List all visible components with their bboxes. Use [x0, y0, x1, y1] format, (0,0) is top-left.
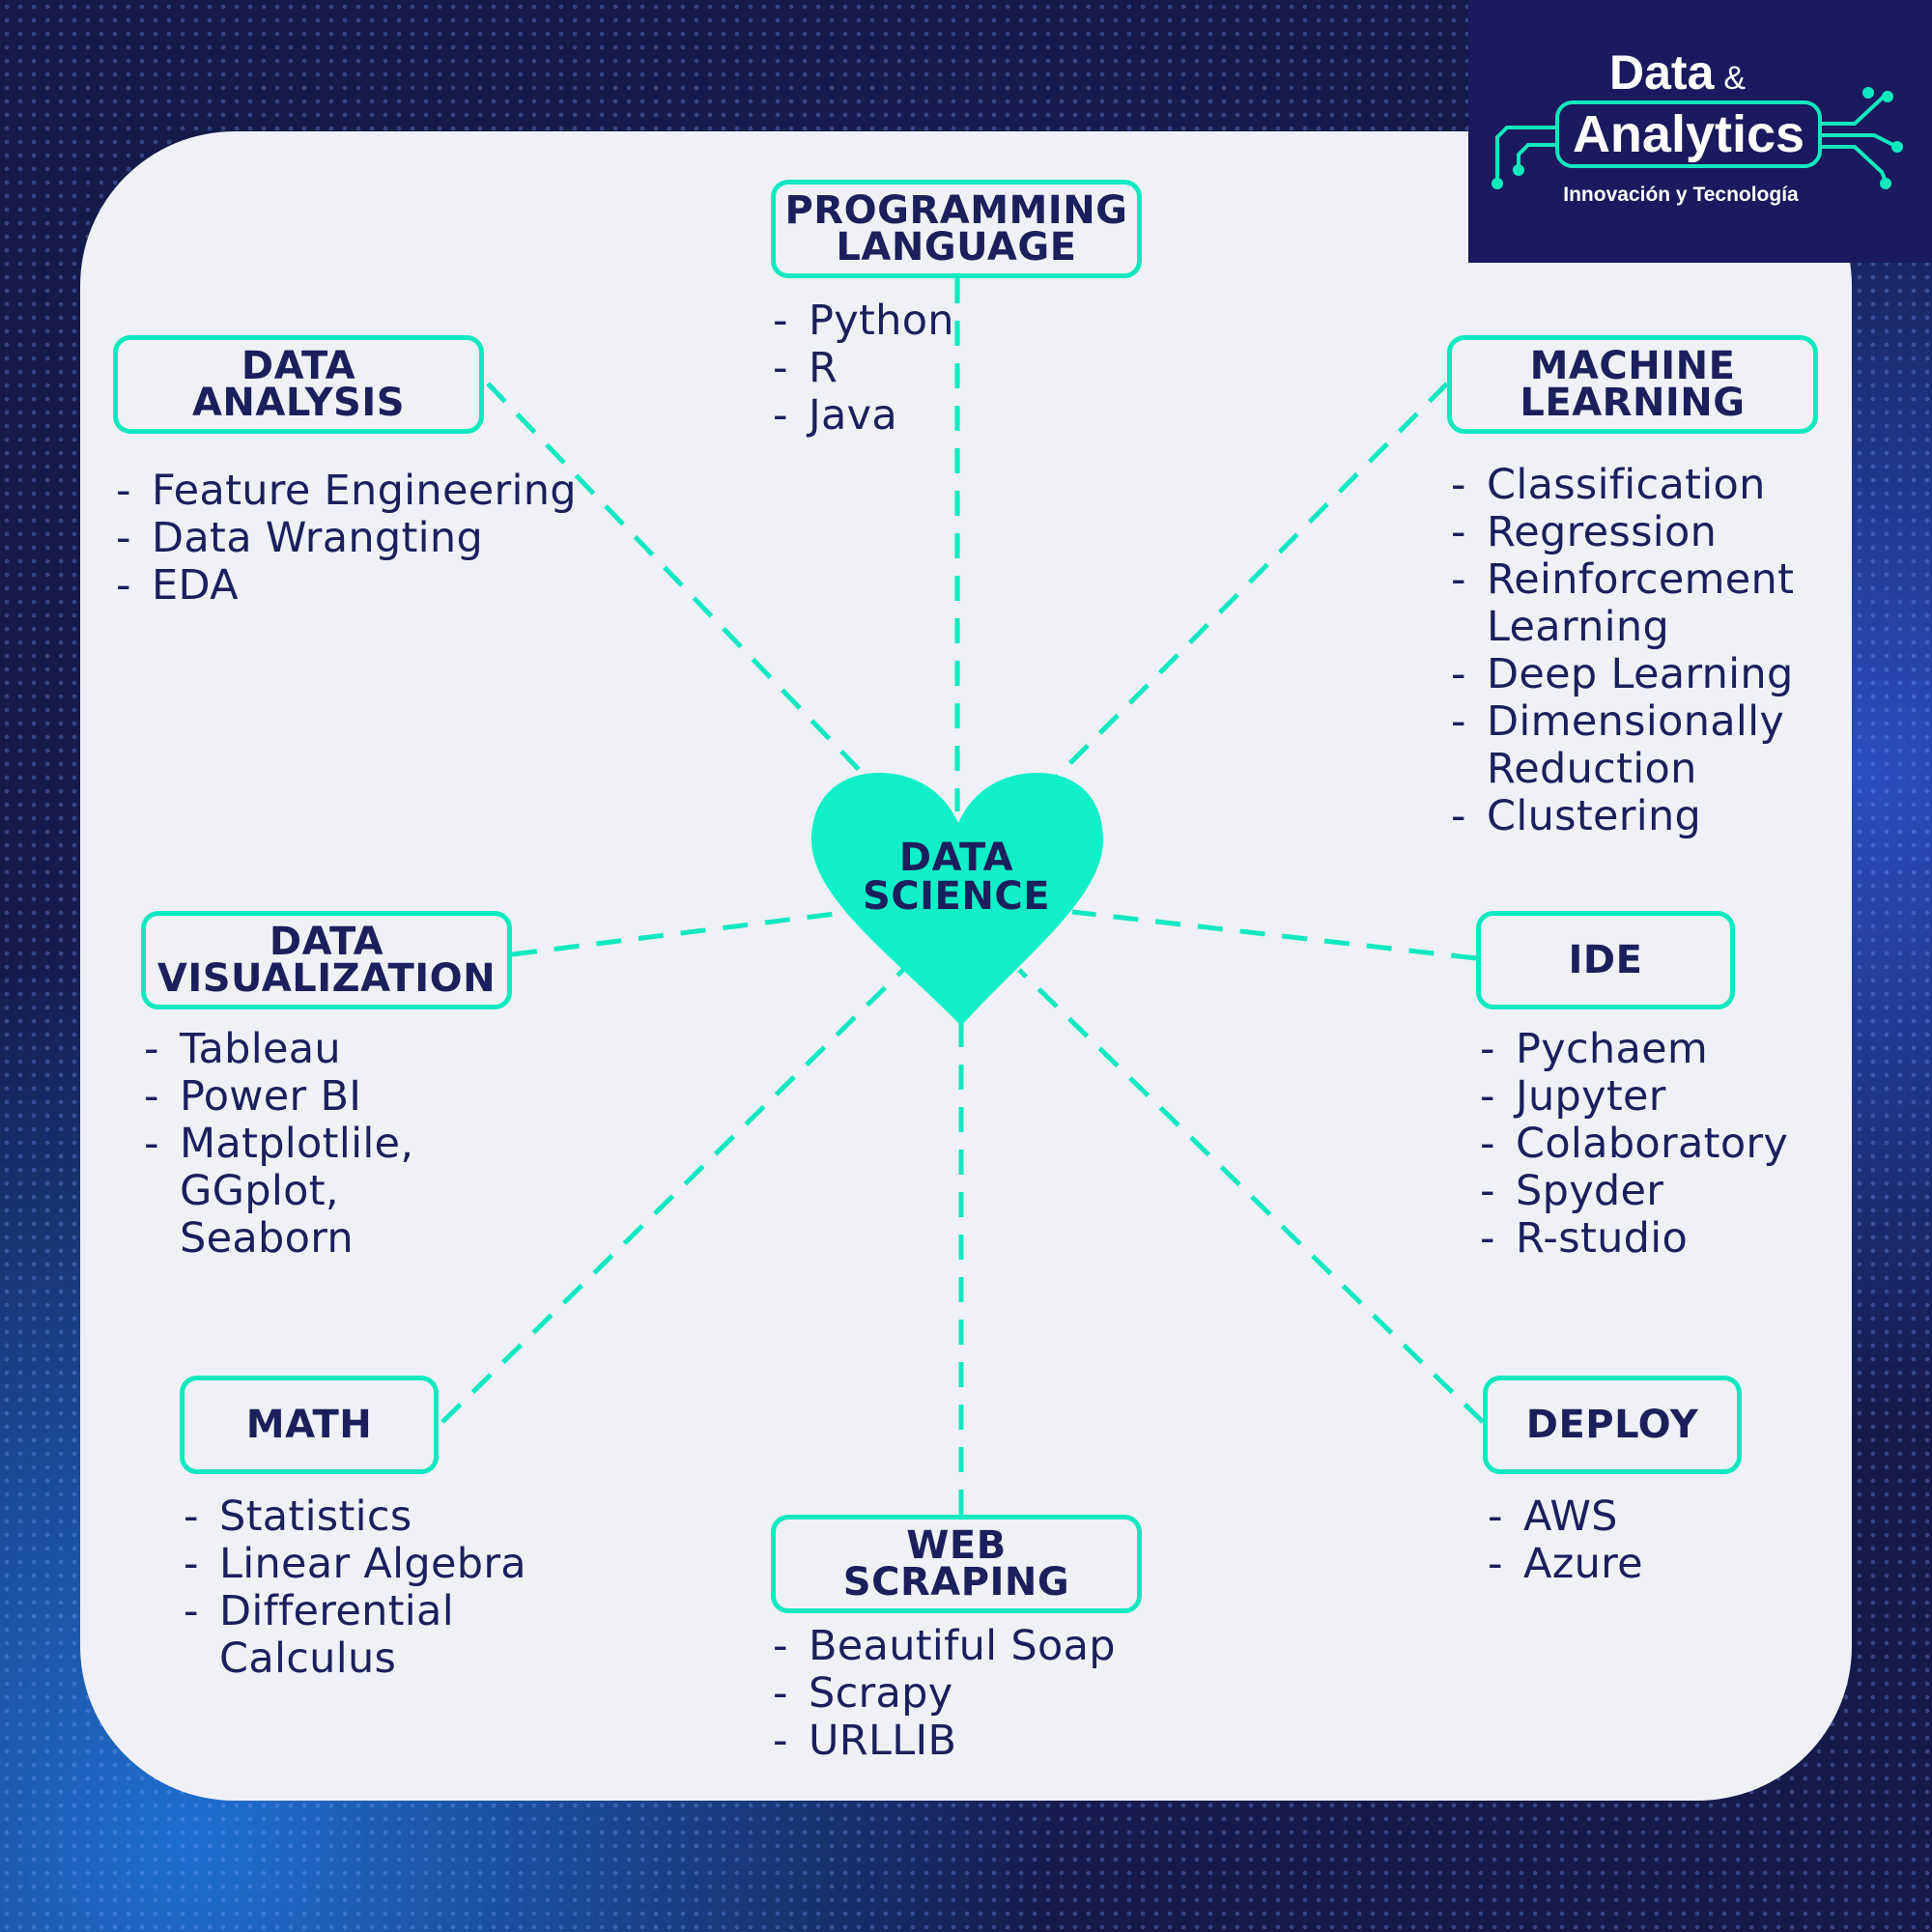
list-item: Python	[773, 298, 954, 346]
connector-data-analysis	[486, 382, 871, 782]
node-data-analysis: DATA ANALYSIS	[113, 335, 484, 434]
list-item-continuation: GGplot,	[180, 1167, 339, 1215]
node-title-line: MATH	[245, 1403, 373, 1447]
node-deploy: DEPLOY	[1483, 1376, 1742, 1474]
list-item: Clustering	[1451, 793, 1794, 841]
node-title-line: SCRAPING	[842, 1560, 1070, 1605]
node-title-line: VISUALIZATION	[156, 956, 497, 1001]
list-deploy: AWS Azure	[1488, 1493, 1643, 1589]
node-title-line: ANALYSIS	[191, 381, 406, 425]
list-item-continuation: Reduction	[1487, 745, 1697, 793]
connector-math	[440, 968, 905, 1424]
list-item: Data Wrangting	[116, 515, 577, 563]
circuit-icon	[1492, 87, 1903, 189]
list-item: Jupyter	[1480, 1073, 1788, 1122]
list-data-visualization: Tableau Power BI Matplotlile, GGplot, Se…	[144, 1026, 413, 1263]
list-item: Regression	[1451, 509, 1794, 557]
list-item: Deep Learning	[1451, 651, 1794, 699]
connector-machine-learning	[1051, 382, 1449, 782]
node-ide: IDE	[1476, 911, 1735, 1009]
node-title-line: LEARNING	[1520, 381, 1746, 425]
list-math: Statistics Linear Algebra Differential C…	[184, 1493, 526, 1683]
list-item: Linear Algebra	[184, 1541, 526, 1589]
list-item: EDA	[116, 562, 577, 611]
list-item: Power BI	[144, 1073, 413, 1122]
list-item-continuation: Seaborn	[180, 1214, 354, 1263]
brand-tagline: Innovación y Tecnología	[1563, 184, 1799, 206]
node-math: MATH	[180, 1376, 439, 1474]
list-item: Classification	[1451, 462, 1794, 510]
list-item: Colaboratory	[1480, 1121, 1788, 1169]
list-item: Feature Engineering	[116, 468, 577, 516]
list-item: Pychaem	[1480, 1026, 1788, 1074]
node-title-line: WEB	[906, 1523, 1007, 1568]
list-item: Tableau	[144, 1026, 413, 1074]
connector-data-visualization	[511, 909, 851, 957]
center-label: DATA SCIENCE	[831, 838, 1082, 916]
list-item: Azure	[1488, 1541, 1643, 1589]
node-machine-learning: MACHINE LEARNING	[1447, 335, 1818, 434]
list-item: Statistics	[184, 1493, 526, 1542]
list-item: R-studio	[1480, 1215, 1788, 1264]
list-item: R	[773, 345, 954, 393]
list-ide: Pychaem Jupyter Colaboratory Spyder R-st…	[1480, 1026, 1788, 1264]
list-item: Java	[773, 392, 954, 440]
node-title-line: PROGRAMMING	[784, 188, 1128, 233]
list-data-analysis: Feature Engineering Data Wrangting EDA	[116, 468, 577, 611]
brand-word-data: Data	[1609, 45, 1715, 99]
node-title-line: DATA	[269, 920, 384, 964]
brand-line2: Analytics	[1555, 100, 1822, 168]
list-web-scraping: Beautiful Soap Scrapy URLLIB	[773, 1623, 1116, 1766]
node-title-line: DATA	[241, 344, 356, 388]
node-title-line: IDE	[1568, 938, 1643, 982]
node-title-line: MACHINE	[1529, 344, 1736, 388]
center-label-line2: SCIENCE	[862, 874, 1051, 919]
brand-logo: Data & Analytics Innovación y Tecnología	[1468, 0, 1932, 263]
list-item: Differential	[184, 1588, 526, 1636]
list-machine-learning: Classification Regression Reinforcement …	[1451, 462, 1794, 841]
brand-ampersand: &	[1723, 60, 1747, 97]
list-item: Reinforcement	[1451, 556, 1794, 605]
node-data-visualization: DATA VISUALIZATION	[141, 911, 512, 1009]
list-item: URLLIB	[773, 1718, 1116, 1766]
list-item-continuation: Calculus	[219, 1634, 397, 1683]
node-web-scraping: WEB SCRAPING	[771, 1515, 1142, 1613]
list-programming-language: Python R Java	[773, 298, 954, 440]
connector-deploy	[1017, 968, 1485, 1424]
list-item: Beautiful Soap	[773, 1623, 1116, 1671]
brand-line1: Data &	[1609, 44, 1746, 100]
node-programming-language: PROGRAMMING LANGUAGE	[771, 180, 1142, 278]
center-label-line1: DATA	[898, 836, 1014, 880]
list-item: Dimensionally	[1451, 698, 1794, 747]
list-item: AWS	[1488, 1493, 1643, 1542]
list-item: Spyder	[1480, 1168, 1788, 1216]
node-title-line: LANGUAGE	[836, 225, 1077, 270]
list-item: Matplotlile,	[144, 1121, 413, 1169]
connector-ide	[1071, 909, 1477, 961]
node-title-line: DEPLOY	[1525, 1403, 1699, 1447]
list-item: Scrapy	[773, 1670, 1116, 1719]
list-item-continuation: Learning	[1487, 603, 1670, 651]
